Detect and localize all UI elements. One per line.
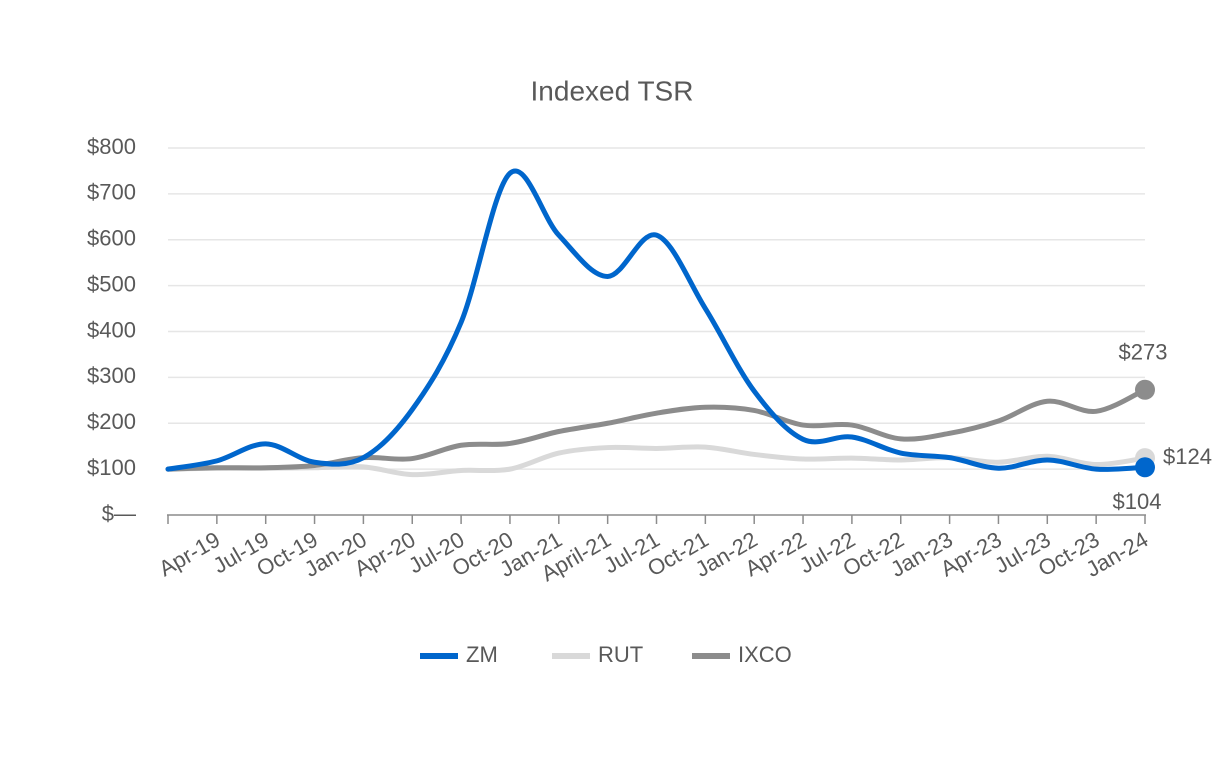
data-label: $124	[1163, 444, 1212, 469]
data-label: $104	[1113, 489, 1162, 514]
y-tick-label: $100	[87, 455, 136, 480]
chart-title: Indexed TSR	[531, 75, 694, 106]
series-line	[165, 444, 1148, 478]
y-tick-label: $800	[87, 134, 136, 159]
y-tick-label: $200	[87, 409, 136, 434]
data-label: $273	[1119, 340, 1168, 365]
legend-label: ZM	[466, 642, 498, 667]
legend-label: RUT	[598, 642, 643, 667]
y-tick-label: $500	[87, 271, 136, 296]
series-line	[165, 168, 1148, 472]
series-line	[165, 387, 1148, 472]
end-marker	[1135, 379, 1155, 400]
y-tick-label: $400	[87, 317, 136, 342]
end-marker	[1135, 457, 1155, 478]
y-tick-label: $700	[87, 180, 136, 205]
y-tick-label: $600	[87, 226, 136, 251]
legend-label: IXCO	[738, 642, 792, 667]
y-tick-label: $300	[87, 363, 136, 388]
y-tick-label: $—	[102, 501, 136, 526]
